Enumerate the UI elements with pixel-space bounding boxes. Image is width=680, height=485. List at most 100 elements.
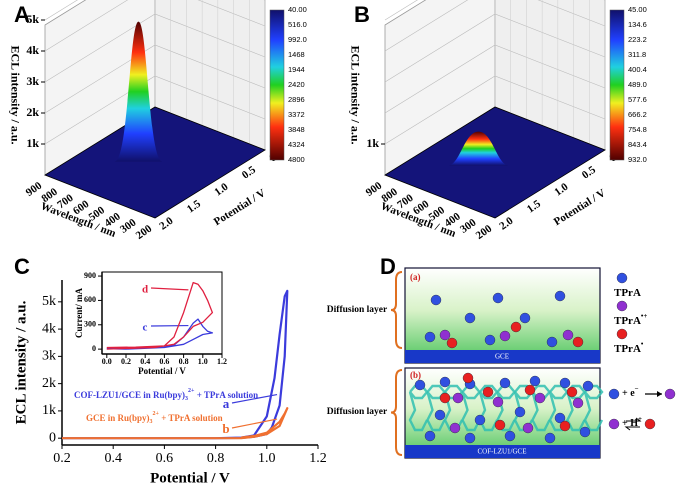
brace	[390, 369, 403, 456]
molecule	[579, 426, 591, 438]
colorbar-label: 489.0	[628, 80, 647, 89]
colorbar-label: 754.8	[628, 125, 647, 134]
colorbar-label: 516.0	[288, 20, 307, 29]
x-tick-label: 0.2	[121, 357, 131, 366]
x-tick-label: 0.0	[102, 357, 112, 366]
x-tick-label: 1.0	[198, 357, 208, 366]
series-line	[62, 407, 289, 440]
colorbar-label: 666.2	[628, 110, 647, 119]
z-tick-label: 3k	[26, 74, 39, 88]
annotation-text: COF-LZU1/GCE in Ru(bpy)	[74, 390, 185, 400]
molecule	[519, 312, 531, 324]
x-tick-label: 0.8	[207, 451, 225, 466]
series-pointer	[150, 287, 189, 291]
y-tick-label: 900	[84, 271, 96, 280]
legend-name: TPrA	[614, 343, 641, 355]
molecule	[482, 386, 494, 398]
molecule	[608, 418, 620, 430]
molecule	[566, 386, 578, 398]
molecule	[554, 412, 566, 424]
annotation-sup: 2+	[188, 388, 195, 394]
y-tick-label: 600	[84, 295, 96, 304]
molecule	[529, 375, 541, 387]
potential-tick-label: 2.0	[497, 215, 516, 233]
layer-label: Diffusion layer	[327, 305, 388, 315]
molecule	[559, 377, 571, 389]
x-tick-label: 0.2	[53, 451, 71, 466]
molecule	[616, 328, 628, 340]
potential-tick-label: 1.5	[185, 198, 204, 216]
legend-name: TPrA	[614, 315, 641, 327]
series-line	[106, 281, 214, 350]
cof-network	[583, 384, 604, 432]
equilibrium-arrows	[624, 417, 642, 431]
molecule	[499, 330, 511, 342]
annotation-sup: 2+	[153, 411, 160, 417]
colorbar-label: 2896	[288, 95, 305, 104]
potential-tick-label: 1.5	[525, 198, 544, 216]
colorbar-label: 40.00	[288, 5, 307, 14]
y-tick-label: 2k	[42, 376, 56, 391]
x-tick-label: 0.6	[156, 451, 174, 466]
floor	[44, 106, 266, 219]
wall-grid	[384, 0, 606, 52]
molecule	[559, 420, 571, 432]
region-tag: (b)	[410, 370, 421, 380]
molecule	[449, 422, 461, 434]
colorbar-label: 992.0	[288, 35, 307, 44]
colorbar-label: 3848	[288, 125, 305, 134]
z-tick-label: 1k	[26, 136, 39, 150]
cof-network	[513, 384, 534, 432]
molecule	[554, 290, 566, 302]
molecule	[572, 397, 584, 409]
wall-grid	[44, 0, 266, 52]
molecule	[562, 329, 574, 341]
colorbar-label: 223.2	[628, 35, 647, 44]
molecule	[446, 337, 458, 349]
molecule	[510, 321, 522, 333]
annotation-sub: 3	[185, 396, 188, 402]
layer-box	[404, 267, 601, 364]
molecule	[616, 300, 628, 312]
cof-network	[531, 384, 552, 432]
x-axis-title: Potential / V	[138, 366, 186, 376]
molecule	[464, 312, 476, 324]
reaction-sup: +	[638, 415, 642, 423]
colorbar-label: 4324	[288, 140, 305, 149]
annotation: GCE in Ru(bpy)32+ + TPrA solution	[86, 411, 223, 425]
z-axis-title: ECL intensity / a.u.	[8, 45, 22, 144]
legend-sup: •	[641, 340, 644, 348]
y-tick-label: 0	[92, 344, 96, 353]
molecule	[499, 377, 511, 389]
molecule	[524, 384, 536, 396]
molecule	[484, 334, 496, 346]
potential-tick-label: 0.5	[240, 164, 259, 182]
series-label: b	[222, 421, 229, 436]
y-axis-title: ECL intensity / a.u.	[13, 300, 29, 424]
molecule	[434, 409, 446, 421]
x-tick-label: 0.6	[159, 357, 169, 366]
y-tick-label: 1k	[42, 403, 56, 418]
potential-tick-label: 2.0	[157, 215, 176, 233]
annotation-rest: + TPrA solution	[194, 390, 258, 400]
colorbar-label: 1944	[288, 65, 305, 74]
z-tick-label: 4k	[26, 43, 39, 57]
legend-sup: •+	[641, 312, 647, 320]
x-tick-label: 0.8	[179, 357, 189, 366]
z-tick-label: 1k	[366, 136, 379, 150]
molecule	[439, 392, 451, 404]
reaction-left: + e	[622, 388, 635, 399]
x-tick-label: 1.0	[258, 451, 276, 466]
molecule	[644, 418, 656, 430]
y-axis-title: Current/ mA	[74, 287, 84, 338]
electrode-label: GCE	[495, 353, 509, 361]
brace	[390, 271, 403, 349]
molecule	[424, 430, 436, 442]
colorbar-label: 3372	[288, 110, 305, 119]
molecule	[546, 336, 558, 348]
molecule	[464, 432, 476, 444]
molecule	[462, 372, 474, 384]
colorbar	[609, 9, 625, 161]
potential-tick-label: 1.0	[212, 181, 231, 199]
